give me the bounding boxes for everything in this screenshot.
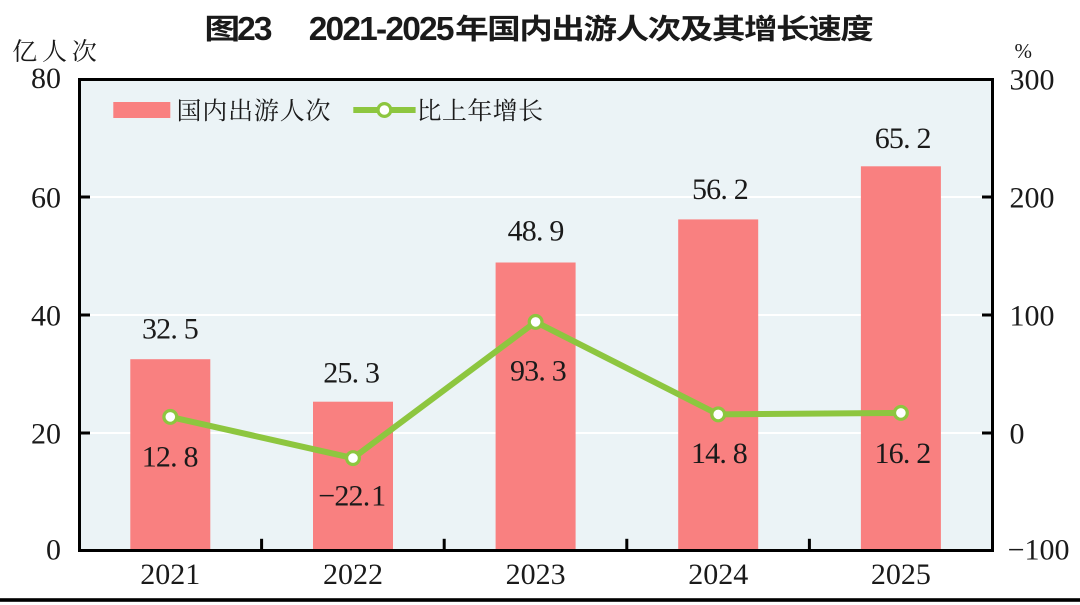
svg-text:2021: 2021 bbox=[140, 558, 200, 591]
svg-text:%: % bbox=[1014, 39, 1032, 63]
svg-text:80: 80 bbox=[31, 62, 61, 95]
svg-text:32. 5: 32. 5 bbox=[142, 312, 198, 345]
svg-text:65. 2: 65. 2 bbox=[875, 122, 931, 155]
svg-text:60: 60 bbox=[31, 181, 61, 214]
svg-text:93. 3: 93. 3 bbox=[510, 355, 566, 388]
svg-text:−22. 1: −22. 1 bbox=[318, 480, 385, 513]
svg-text:25. 3: 25. 3 bbox=[323, 356, 379, 389]
svg-text:−100: −100 bbox=[1008, 533, 1070, 566]
svg-text:2025: 2025 bbox=[871, 558, 931, 591]
svg-text:14. 8: 14. 8 bbox=[691, 437, 747, 470]
svg-text:56. 2: 56. 2 bbox=[692, 173, 748, 206]
svg-text:300: 300 bbox=[1010, 63, 1055, 96]
svg-text:0: 0 bbox=[46, 533, 61, 566]
svg-text:12. 8: 12. 8 bbox=[142, 441, 198, 474]
svg-text:16. 2: 16. 2 bbox=[874, 437, 930, 470]
svg-text:2022: 2022 bbox=[323, 558, 383, 591]
svg-text:0: 0 bbox=[1010, 417, 1025, 450]
svg-text:23: 23 bbox=[237, 11, 272, 48]
svg-text:2023: 2023 bbox=[506, 558, 566, 591]
svg-text:2021-2025: 2021-2025 bbox=[309, 11, 454, 48]
svg-text:2024: 2024 bbox=[688, 558, 748, 591]
svg-text:100: 100 bbox=[1010, 299, 1055, 332]
svg-text:20: 20 bbox=[31, 417, 61, 450]
svg-text:48. 9: 48. 9 bbox=[508, 214, 564, 247]
svg-text:40: 40 bbox=[31, 299, 61, 332]
svg-text:200: 200 bbox=[1010, 181, 1055, 214]
